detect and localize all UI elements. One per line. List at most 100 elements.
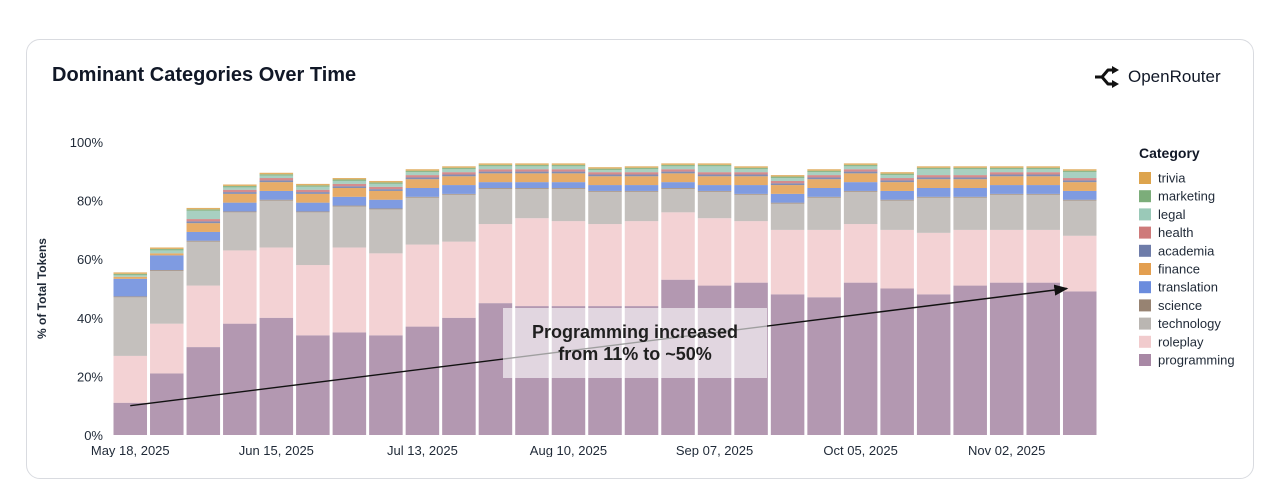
bar-technology <box>551 188 586 222</box>
bar-legal <box>259 175 294 179</box>
bar-translation <box>953 188 987 197</box>
bar-finance <box>1026 176 1060 186</box>
bar-legal <box>296 186 330 190</box>
bar-marketing <box>223 185 257 188</box>
bar-finance <box>843 173 878 183</box>
openrouter-brand[interactable]: OpenRouter <box>1094 64 1221 90</box>
bar-marketing <box>551 164 586 167</box>
legend-swatch-technology <box>1139 317 1151 330</box>
bar-finance <box>296 193 330 203</box>
bar-health <box>369 186 403 190</box>
legend-label-translation: translation <box>1158 280 1218 295</box>
bar-finance <box>807 179 841 189</box>
bar-marketing <box>953 167 987 170</box>
legend-label-health: health <box>1158 225 1193 240</box>
bar-science <box>405 196 440 198</box>
bar-health <box>405 175 440 178</box>
bar-science <box>661 188 695 189</box>
bar-programming <box>442 317 476 435</box>
bar-programming <box>916 294 951 435</box>
bar-programming <box>770 294 805 435</box>
bar-finance <box>442 176 476 186</box>
bar-science <box>515 188 549 189</box>
bar-science <box>588 190 622 192</box>
bar-health <box>734 172 768 175</box>
bar-marketing <box>442 167 476 170</box>
bar-science <box>223 211 257 213</box>
bar-trivia <box>113 272 148 274</box>
bar-science <box>1062 199 1097 201</box>
bar-science <box>916 196 951 198</box>
bar-finance <box>551 173 586 183</box>
bar-trivia <box>989 166 1024 168</box>
bar-academia <box>916 177 951 180</box>
bar-programming <box>223 323 257 435</box>
bar-roleplay <box>697 218 732 286</box>
bar-marketing <box>296 185 330 187</box>
bar-health <box>1026 172 1060 175</box>
bar-legal <box>588 170 622 173</box>
bar-translation <box>150 255 184 271</box>
y-tick-label: 20% <box>77 369 103 384</box>
bar-technology <box>259 200 294 248</box>
bar-trivia <box>478 163 513 165</box>
legend-label-roleplay: roleplay <box>1158 334 1204 349</box>
bar-health <box>770 180 805 184</box>
bar-programming <box>880 288 914 435</box>
bar-trivia <box>223 184 257 186</box>
bar-translation <box>916 188 951 197</box>
bar-legal <box>1026 169 1060 173</box>
bar-roleplay <box>880 229 914 289</box>
bar-health <box>296 189 330 193</box>
bar-technology <box>843 191 878 225</box>
bar-science <box>880 199 914 201</box>
bar-health <box>953 175 987 178</box>
bar-academia <box>770 183 805 186</box>
bar-science <box>624 190 659 192</box>
bar-legal <box>369 183 403 187</box>
bar-legal <box>150 250 184 254</box>
bar-translation <box>478 182 513 189</box>
y-tick-label: 80% <box>77 194 103 209</box>
bar-trivia <box>916 166 951 168</box>
bar-health <box>551 169 586 172</box>
legend-swatch-programming <box>1139 354 1151 366</box>
bar-legal <box>697 166 732 173</box>
bar-academia <box>588 174 622 177</box>
legend-label-finance: finance <box>1158 262 1200 277</box>
bar-roleplay <box>296 265 330 336</box>
legend-swatch-finance <box>1139 263 1151 275</box>
bar-legal <box>478 166 513 170</box>
bar-roleplay <box>150 323 184 374</box>
bar-health <box>697 172 732 175</box>
bar-health <box>223 189 257 193</box>
bar-translation <box>588 185 622 191</box>
bar-legal <box>734 169 768 173</box>
bar-trivia <box>1026 166 1060 168</box>
bar-trivia <box>588 167 622 169</box>
x-tick-label: May 18, 2025 <box>91 443 170 457</box>
bar-technology <box>113 297 148 356</box>
bar-technology <box>880 200 914 230</box>
bar-academia <box>953 177 987 180</box>
bar-roleplay <box>223 250 257 324</box>
bar-translation <box>186 231 221 241</box>
x-tick-label: Sep 07, 2025 <box>676 443 753 457</box>
bar-legal <box>442 169 476 173</box>
bar-technology <box>296 212 330 266</box>
bar-roleplay <box>1026 229 1060 283</box>
legend-title: Category <box>1139 145 1200 161</box>
bar-marketing <box>843 164 878 167</box>
bar-science <box>807 196 841 198</box>
bar-technology <box>150 270 184 324</box>
bar-finance <box>770 185 805 194</box>
bar-marketing <box>734 167 768 170</box>
bar-legal <box>624 169 659 173</box>
bar-programming <box>953 285 987 435</box>
bar-roleplay <box>734 221 768 283</box>
bar-finance <box>916 179 951 189</box>
bar-marketing <box>661 164 695 167</box>
bar-roleplay <box>661 212 695 280</box>
x-tick-label: Aug 10, 2025 <box>530 443 607 457</box>
chart-title: Dominant Categories Over Time <box>52 64 357 86</box>
